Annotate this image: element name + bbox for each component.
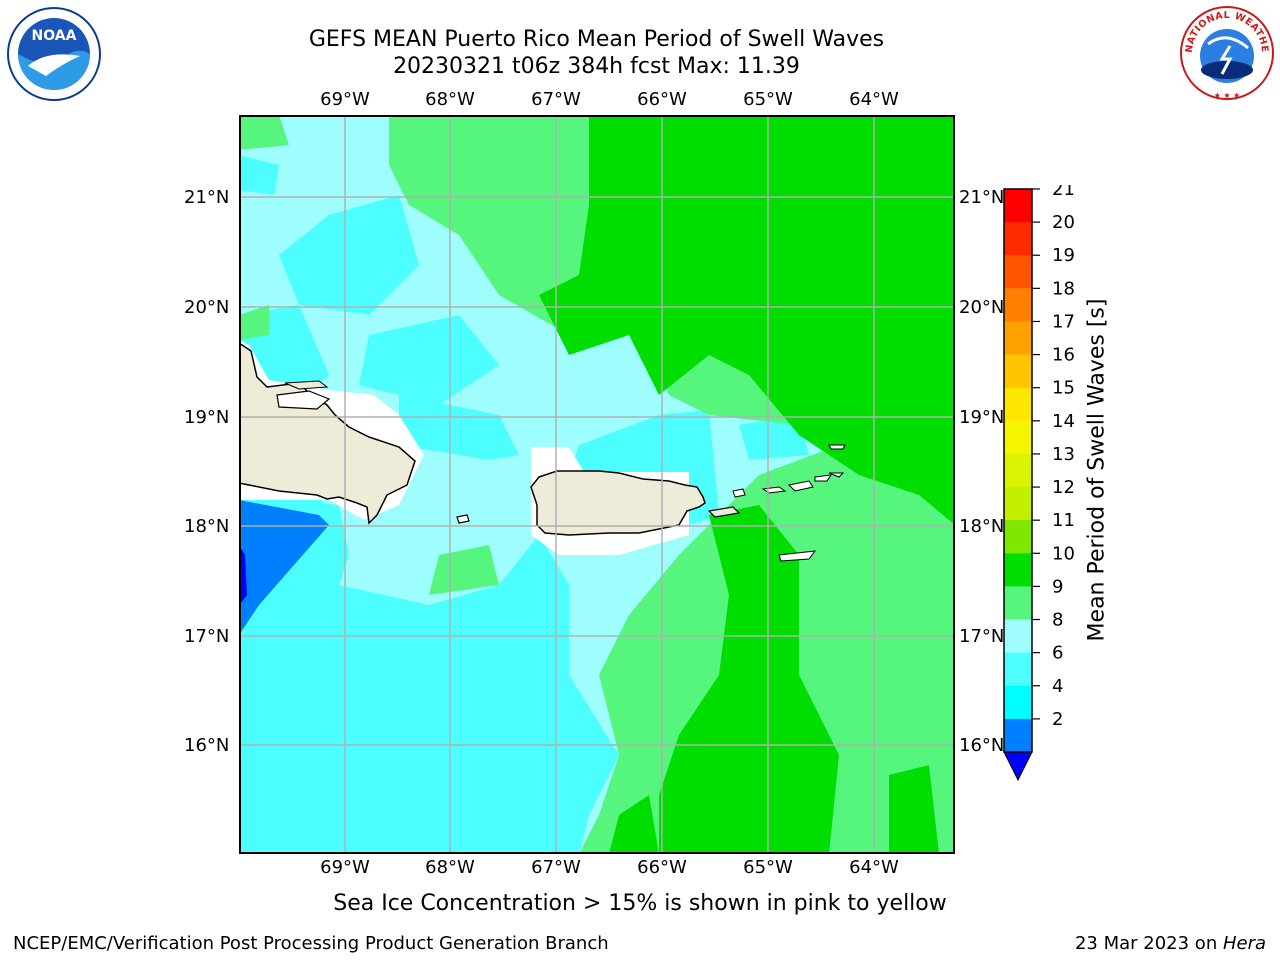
right-lat-label: 16°N [959,735,1005,756]
sea-ice-note: Sea Ice Concentration > 15% is shown in … [333,891,947,916]
noaa-logo-text: NOAA [32,28,77,44]
colorbar-block [1004,321,1032,356]
vieques-island [707,506,741,518]
bottom-lon-label: 68°W [425,857,475,878]
colorbar-tick-label: 17 [1052,311,1075,332]
colorbar-tick-label: 10 [1052,543,1075,564]
top-lon-label: 69°W [320,89,370,110]
colorbar: 21 20 19 18 17 16 15 14 13 12 11 10 9 8 6 4 2 [1000,179,1080,789]
culebra-island [732,488,746,498]
bottom-lon-label: 66°W [637,857,687,878]
right-lat-label: 18°N [959,516,1005,537]
colorbar-block [1004,255,1032,289]
bottom-lon-label: 65°W [743,857,793,878]
top-lon-label: 66°W [637,89,687,110]
swell-period-map[interactable] [238,115,955,858]
colorbar-tick-label: 15 [1052,378,1075,399]
bottom-lon-label: 67°W [531,857,581,878]
tortuga-island [284,380,329,390]
right-lat-label: 20°N [959,297,1005,318]
colorbar-tick-label: 16 [1052,345,1075,366]
colorbar-block [1004,586,1032,621]
top-lon-label: 68°W [425,89,475,110]
colorbar-block [1004,420,1032,455]
field-2-4 [239,500,329,635]
colorbar-tick-label: 21 [1052,185,1075,200]
top-lon-label: 65°W [743,89,793,110]
bottom-lon-label: 69°W [320,857,370,878]
colorbar-block [1004,652,1032,687]
bottom-lon-label: 64°W [849,857,899,878]
colorbar-block [1004,718,1032,753]
colorbar-block [1004,288,1032,322]
colorbar-block [1004,387,1032,422]
left-lat-label: 18°N [184,516,230,537]
footer-date: 23 Mar 2023 on [1074,933,1223,954]
colorbar-block [1004,487,1032,521]
left-lat-label: 16°N [184,735,230,756]
colorbar-block [1004,619,1032,654]
colorbar-tick-label: 20 [1052,212,1075,233]
left-lat-label: 21°N [184,187,230,208]
colorbar-block [1004,222,1032,256]
colorbar-block [1004,189,1032,223]
colorbar-block [1004,520,1032,554]
chart-title: GEFS MEAN Puerto Rico Mean Period of Swe… [308,27,885,52]
top-lon-label: 64°W [849,89,899,110]
colorbar-label: Mean Period of Swell Waves [s] [1084,298,1110,642]
left-lat-label: 17°N [184,626,230,647]
chart-subtitle: 20230321 t06z 384h fcst Max: 11.39 [393,54,800,79]
colorbar-tick-label: 6 [1052,643,1063,664]
field-10-11 [539,115,955,854]
colorbar-tick-label: 12 [1052,477,1075,498]
colorbar-tick-label: 14 [1052,411,1075,432]
colorbar-tick-label: 13 [1052,444,1075,465]
footer-right: 23 Mar 2023 on Hera [1075,933,1266,954]
colorbar-tick-label: 18 [1052,278,1075,299]
colorbar-tick-label: 2 [1052,709,1063,730]
noaa-logo-icon: NOAA [6,6,102,102]
colorbar-block [1004,453,1032,488]
colorbar-tick-label: 19 [1052,245,1075,266]
colorbar-block [1004,685,1032,720]
colorbar-block [1004,553,1032,587]
left-lat-label: 19°N [184,407,230,428]
colorbar-tick-label: 4 [1052,676,1063,697]
footer-host: Hera [1222,933,1266,954]
mona-island [456,514,470,524]
map-gridlines [239,115,955,854]
colorbar-tick-label: 8 [1052,610,1063,631]
right-lat-label: 21°N [959,187,1005,208]
svg-text:★ ★ ★: ★ ★ ★ [1214,91,1241,100]
nws-logo-icon: NATIONAL WEATHER SERVICE ★ ★ ★ [1174,0,1276,102]
colorbar-tick-label: 11 [1052,510,1075,531]
top-lon-label: 67°W [531,89,581,110]
colorbar-tick-label: 9 [1052,576,1063,597]
right-lat-label: 19°N [959,407,1005,428]
left-lat-label: 20°N [184,297,230,318]
gulf-of-gonave [276,390,331,410]
footer-left: NCEP/EMC/Verification Post Processing Pr… [13,933,609,954]
right-lat-label: 17°N [959,626,1005,647]
map-frame [239,115,955,854]
colorbar-block [1004,354,1032,389]
